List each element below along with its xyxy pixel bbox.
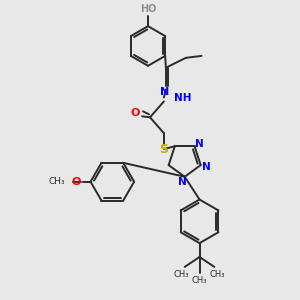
Text: CH₃: CH₃	[48, 177, 65, 186]
Text: HO: HO	[140, 4, 156, 14]
Text: CH₃: CH₃	[210, 270, 225, 279]
Text: N: N	[202, 162, 211, 172]
Text: N: N	[160, 86, 170, 97]
Text: S: S	[159, 142, 168, 155]
Text: O: O	[72, 177, 81, 187]
Text: CH₃: CH₃	[192, 276, 207, 285]
Text: NH: NH	[174, 94, 191, 103]
Text: N: N	[178, 177, 187, 187]
Text: CH₃: CH₃	[174, 270, 190, 279]
Text: N: N	[195, 139, 204, 149]
Text: O: O	[130, 108, 140, 118]
